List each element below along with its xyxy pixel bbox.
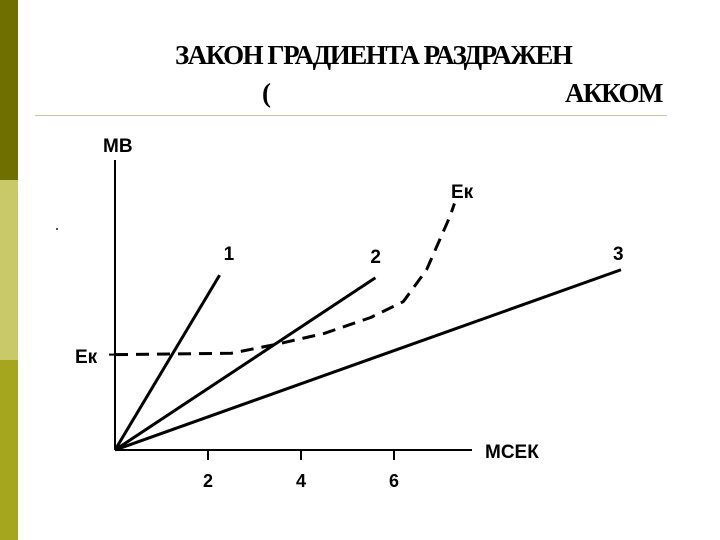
series-line-ek [114,203,456,357]
slide-title-line2-right: АККОМ [565,78,663,108]
series-label-2: 2 [370,247,381,268]
chart-axes [109,160,472,451]
x-tick-label: 4 [296,471,306,491]
sidebar-segment-top [0,0,18,180]
x-axis-label: МСЕК [485,442,539,463]
threshold-label: Ек [75,347,98,368]
slide-title-line1: ЗАКОН ГРАДИЕНТА РАЗДРАЖЕН [175,40,573,70]
x-ticks: 2 4 6 [203,450,399,491]
slide-title-line2-left: ( [262,78,271,108]
series-label-3: 3 [613,244,624,265]
series-label-1: 1 [224,244,235,265]
series-line-3 [114,268,622,452]
title-divider [35,115,667,116]
sidebar-segment-bottom [0,360,18,540]
x-tick-label: 2 [203,471,213,491]
stray-dot [56,228,58,230]
sidebar-color-strip [0,0,18,540]
series-group: 1 2 3 [113,203,624,452]
y-axis-label: МВ [103,136,133,157]
curve-end-label: Ек [451,182,474,203]
sidebar-segment-middle [0,180,18,360]
series-line-2 [114,276,377,452]
series-line-1 [113,274,221,451]
x-tick-label: 6 [389,471,399,491]
